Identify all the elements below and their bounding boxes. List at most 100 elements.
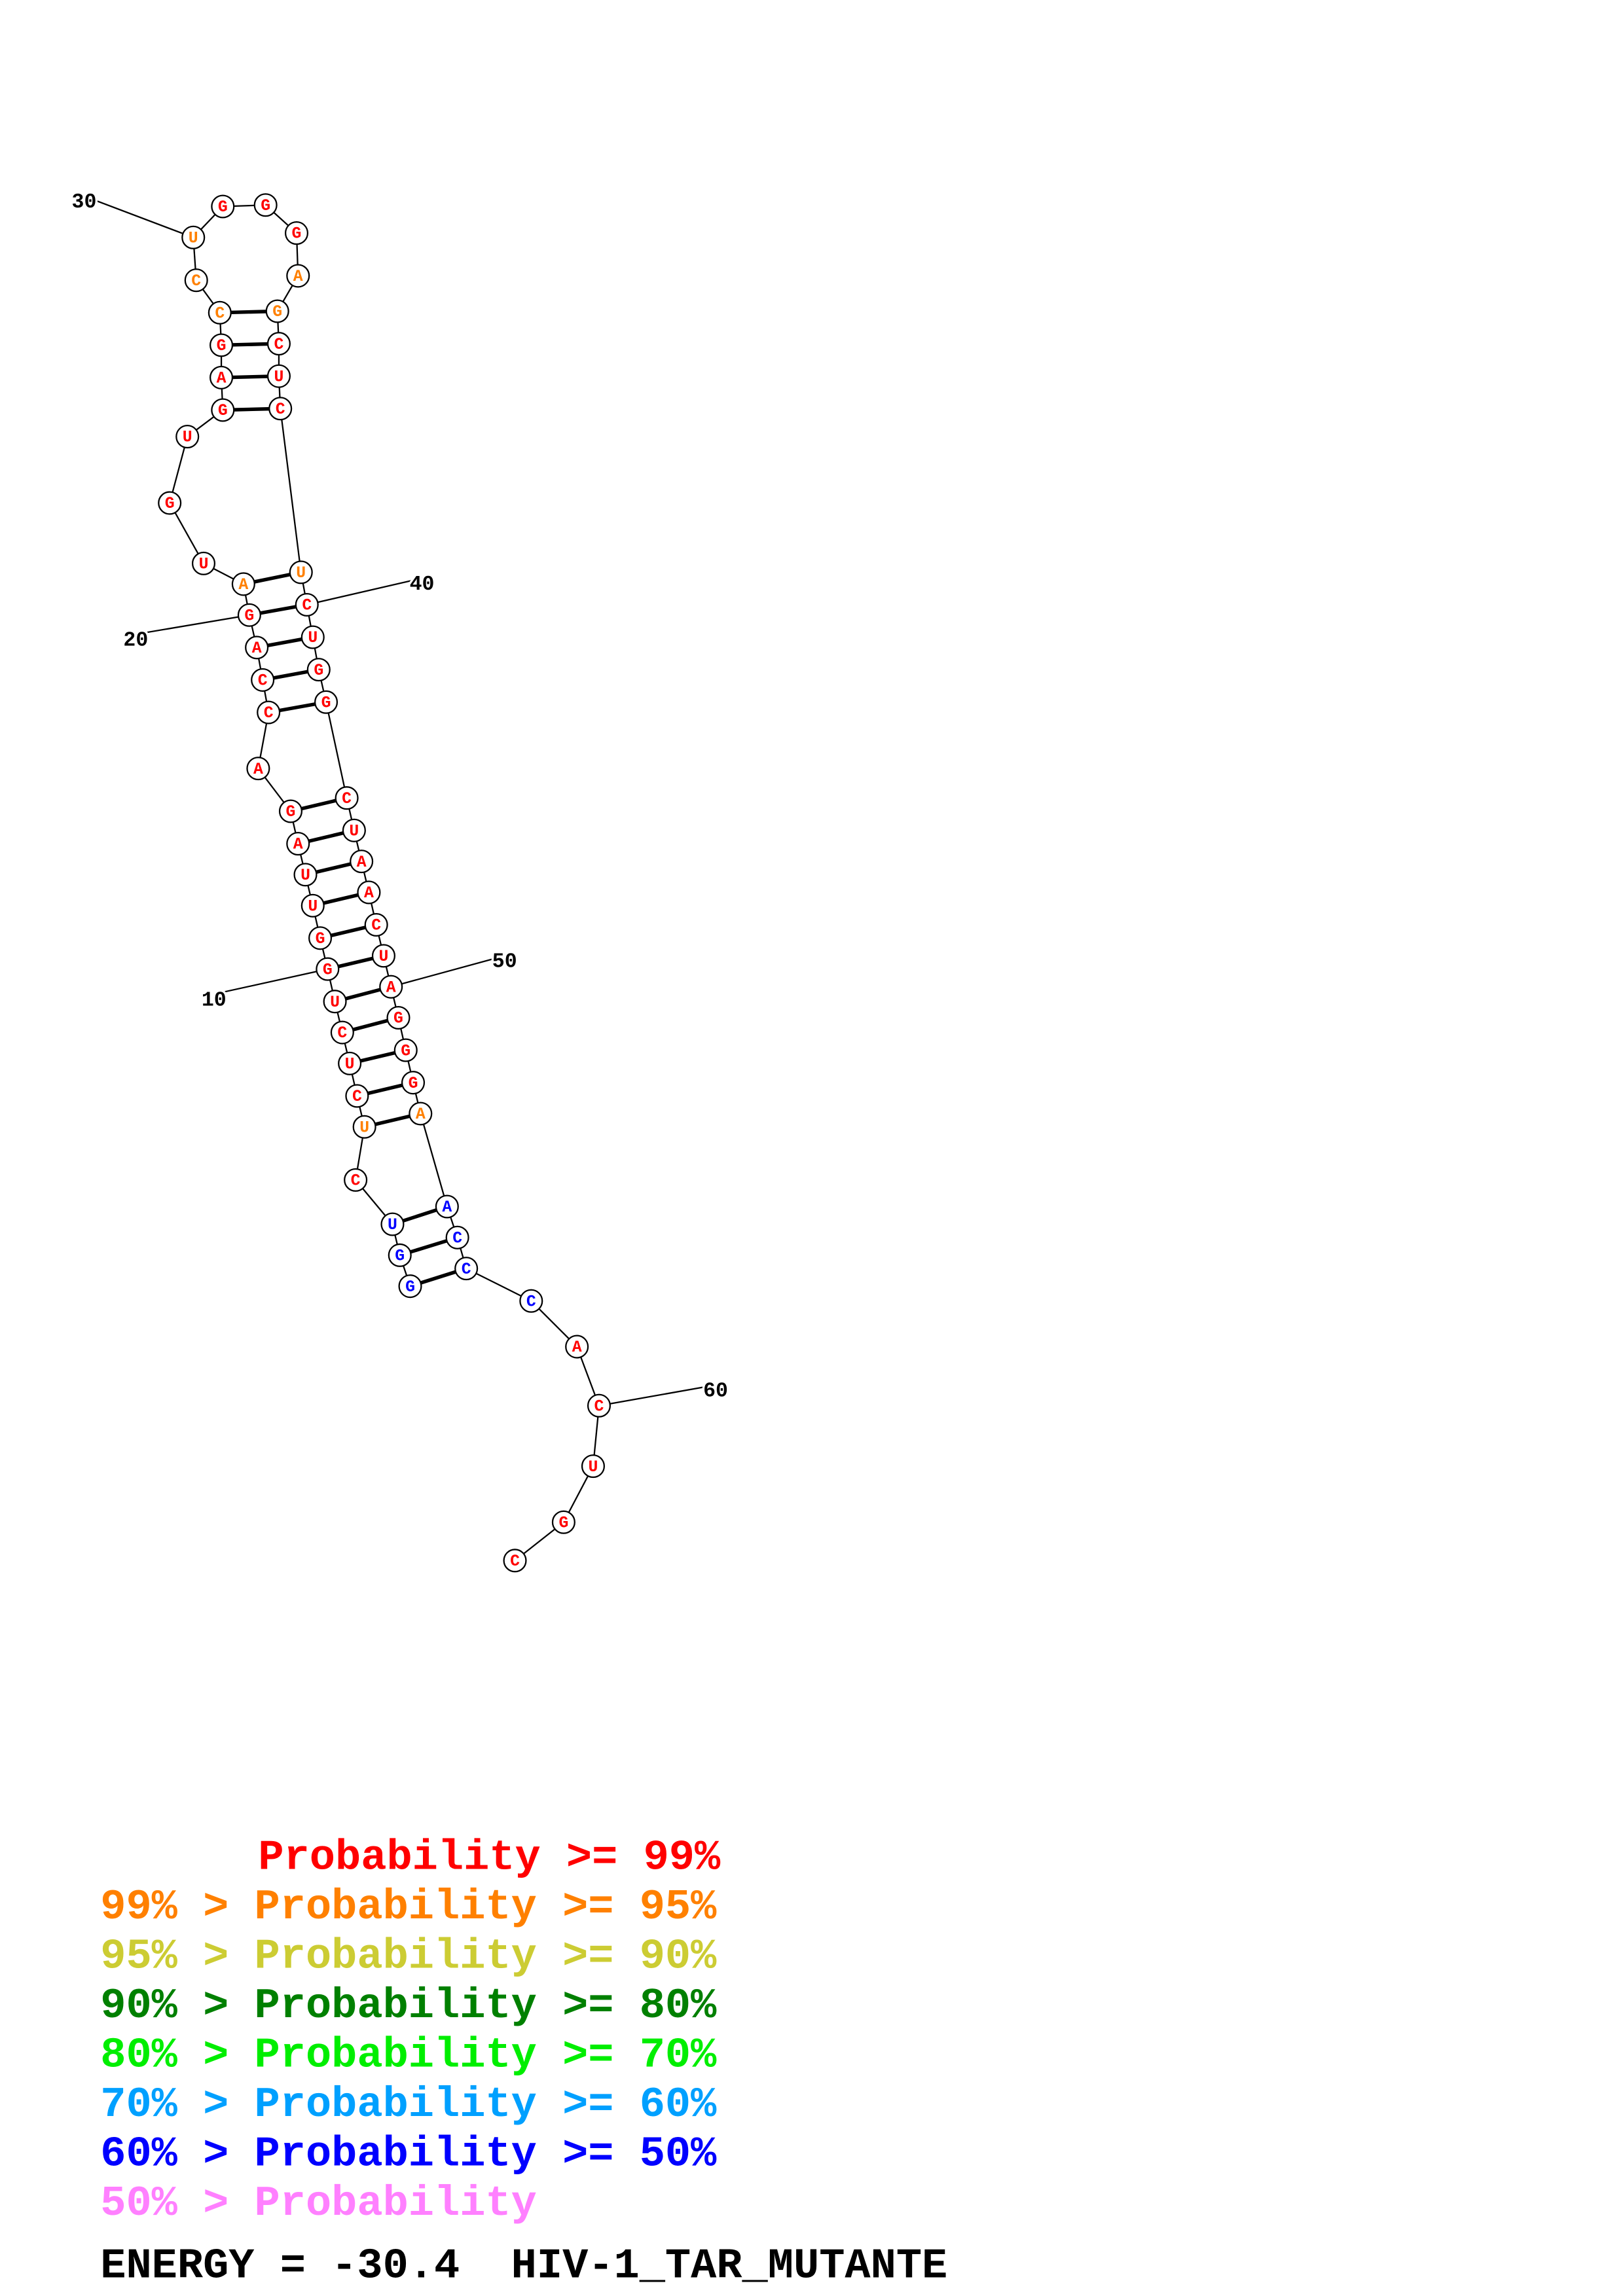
nucleotide-base: G: [316, 930, 325, 948]
nucleotide: [345, 1084, 369, 1108]
nucleotide-base: G: [314, 662, 323, 680]
nucleotide-base: C: [264, 704, 274, 723]
position-label: 50: [492, 951, 517, 974]
nucleotides: 102030405060GGUCUCUCUGGUUAGACCAGAUGUGAGC…: [69, 189, 730, 1573]
nucleotide-base: C: [352, 1088, 362, 1106]
nucleotide-base: C: [342, 790, 352, 808]
nucleotide-base: C: [452, 1229, 462, 1247]
nucleotide-base: U: [301, 867, 310, 885]
nucleotide: [284, 221, 309, 245]
position-tick: [390, 955, 505, 988]
nucleotide: [581, 1454, 605, 1479]
nucleotide-base: A: [238, 576, 248, 594]
nucleotide: [338, 1051, 362, 1075]
nucleotide-base: U: [349, 822, 359, 840]
nucleotide: [350, 850, 374, 874]
nucleotide: [237, 603, 261, 627]
position-label: 60: [703, 1380, 728, 1403]
nucleotide-base: C: [191, 272, 201, 291]
nucleotide: [286, 264, 310, 288]
legend-entry: 60% > Probability >= 50%: [100, 2130, 717, 2178]
nucleotide: [301, 625, 325, 649]
nucleotide: [335, 786, 359, 810]
nucleotide-base: U: [388, 1216, 397, 1234]
nucleotide-base: C: [276, 401, 285, 419]
position-tick: [598, 1384, 716, 1407]
nucleotide: [388, 1243, 412, 1267]
nucleotide: [308, 926, 333, 950]
nucleotide-base: A: [386, 978, 396, 997]
backbone-link: [325, 702, 348, 798]
nucleotide: [330, 1020, 354, 1045]
nucleotide-base: A: [293, 836, 303, 854]
nucleotide: [181, 225, 206, 249]
nucleotide: [435, 1194, 459, 1219]
nucleotide-base: C: [526, 1293, 536, 1311]
nucleotide-base: U: [589, 1458, 598, 1477]
energy-footer: ENERGY = -30.4 HIV-1_TAR_MUTANTE: [100, 2242, 947, 2291]
nucleotide: [257, 700, 281, 725]
nucleotide: [454, 1257, 479, 1281]
nucleotide-base: U: [379, 948, 389, 966]
nucleotide-base: G: [558, 1514, 568, 1532]
position-label: 10: [202, 989, 227, 1012]
nucleotide-base: U: [359, 1119, 369, 1137]
nucleotide-base: A: [572, 1338, 582, 1357]
nucleotide-base: A: [253, 761, 263, 779]
nucleotide-base: U: [296, 564, 306, 583]
legend-entry: 70% > Probability >= 60%: [100, 2081, 717, 2129]
nucleotide-base: G: [286, 803, 296, 821]
position-tick: [84, 195, 194, 238]
nucleotide-base: U: [330, 994, 340, 1012]
nucleotide: [386, 1005, 410, 1030]
nucleotide: [266, 332, 291, 356]
nucleotide-base: G: [272, 303, 282, 321]
nucleotide: [210, 333, 234, 357]
nucleotide-base: U: [345, 1056, 355, 1074]
nucleotide: [342, 818, 366, 842]
nucleotide: [316, 957, 340, 981]
nucleotide: [211, 194, 235, 219]
backbone: [84, 195, 716, 1562]
position-tick: [213, 968, 328, 996]
nucleotide-base: G: [409, 1075, 418, 1093]
nucleotide: [293, 863, 318, 887]
nucleotide-base: C: [594, 1397, 604, 1416]
nucleotide: [306, 658, 331, 682]
nucleotide-base: A: [217, 370, 227, 388]
nucleotide: [208, 300, 232, 325]
nucleotide: [401, 1071, 426, 1095]
position-label: 40: [410, 573, 435, 596]
position-label: 20: [123, 629, 148, 652]
nucleotide: [352, 1115, 376, 1139]
nucleotide-base: G: [405, 1278, 415, 1297]
nucleotide-base: G: [217, 337, 227, 355]
nucleotide-base: A: [442, 1198, 452, 1217]
nucleotide: [158, 491, 182, 515]
nucleotide: [301, 893, 325, 918]
nucleotide: [175, 425, 200, 449]
nucleotide-base: U: [308, 897, 318, 916]
nucleotide-base: G: [401, 1042, 410, 1060]
backbone-link: [420, 1113, 448, 1207]
nucleotide: [251, 668, 275, 692]
nucleotide: [184, 268, 208, 293]
nucleotide-base: G: [323, 961, 333, 979]
nucleotide: [286, 832, 310, 856]
legend-entry: 90% > Probability >= 80%: [100, 1982, 717, 2030]
nucleotide-base: U: [274, 368, 284, 386]
nucleotide: [380, 1212, 405, 1236]
nucleotide-base: A: [357, 853, 367, 872]
nucleotide: [265, 299, 289, 323]
legend-entry: 50% > Probability: [100, 2179, 537, 2228]
nucleotide: [344, 1168, 368, 1192]
nucleotide: [323, 990, 347, 1014]
nucleotide-base: C: [510, 1552, 520, 1571]
nucleotide-base: C: [258, 672, 268, 691]
position-label: 30: [72, 191, 97, 214]
nucleotide: [393, 1038, 418, 1062]
nucleotide: [445, 1225, 469, 1249]
nucleotide-base: A: [364, 884, 374, 903]
nucleotide: [289, 560, 313, 584]
nucleotide: [295, 592, 319, 617]
